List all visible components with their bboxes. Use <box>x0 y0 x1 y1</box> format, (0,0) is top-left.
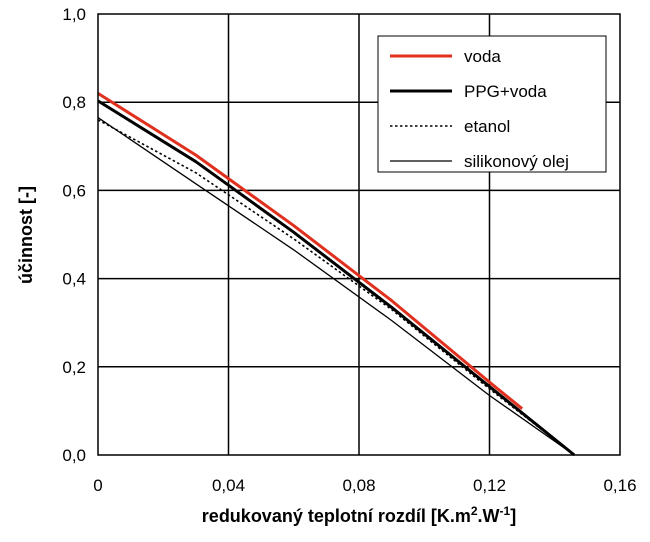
legend-label: PPG+voda <box>464 82 547 101</box>
x-tick-label: 0,04 <box>212 476 245 495</box>
x-axis-title-main: redukovaný teplotní rozdíl [K.m <box>202 506 471 526</box>
x-tick-label: 0,16 <box>603 476 636 495</box>
x-axis-title-sup1: 2 <box>471 504 478 518</box>
legend-box <box>377 35 607 173</box>
series-line-1 <box>97 99 576 457</box>
y-tick-label: 1,0 <box>62 5 86 24</box>
x-axis-title: redukovaný teplotní rozdíl [K.m2.W-1] <box>202 504 516 526</box>
x-tick-label: 0 <box>93 476 102 495</box>
x-axis-title-sup2: -1 <box>500 504 511 518</box>
x-axis-title-mid: .W <box>478 506 500 526</box>
x-axis-title-end: ] <box>510 506 516 526</box>
legend-label: silikonový olej <box>464 152 569 171</box>
series-line-0 <box>97 92 524 410</box>
y-tick-label: 0,8 <box>62 93 86 112</box>
x-tick-label: 0,08 <box>342 476 375 495</box>
plot-frame <box>97 13 621 456</box>
y-tick-label: 0,6 <box>62 181 86 200</box>
legend-label: voda <box>464 47 501 66</box>
y-tick-label: 0,2 <box>62 358 86 377</box>
y-tick-label: 0,0 <box>62 446 86 465</box>
series-line-3 <box>97 117 575 456</box>
y-tick-label: 0,4 <box>62 270 86 289</box>
legend-label: etanol <box>464 117 510 136</box>
legend: voda PPG+voda etanol silikonový olej <box>377 35 607 173</box>
x-tick-label: 0,12 <box>473 476 506 495</box>
series-lines <box>97 92 576 457</box>
tick-labels: 0 0,04 0,08 0,12 0,16 0,0 0,2 0,4 0,6 0,8 1,0 <box>62 5 636 495</box>
y-axis-title: účinnost [-] <box>16 186 36 284</box>
